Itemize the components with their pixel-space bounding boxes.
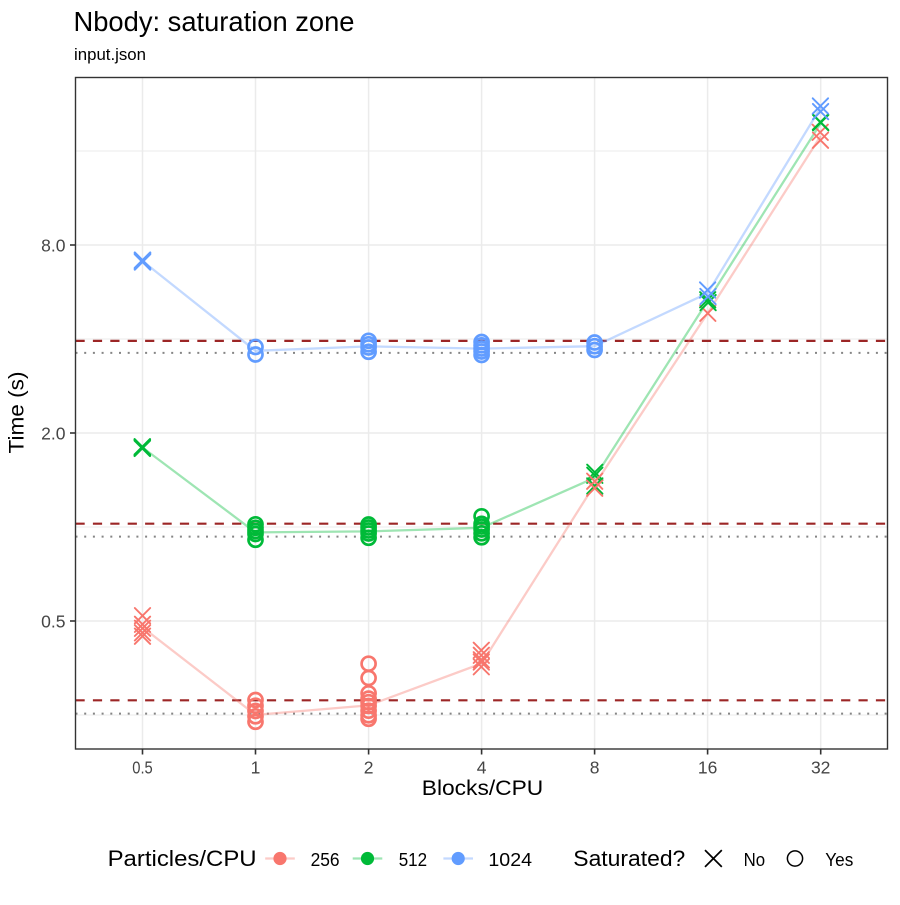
- svg-text:input.json: input.json: [74, 45, 146, 64]
- svg-text:4: 4: [477, 758, 487, 778]
- svg-text:16: 16: [698, 758, 717, 778]
- svg-text:Time (s): Time (s): [6, 372, 29, 454]
- svg-text:512: 512: [399, 850, 427, 870]
- svg-text:0.5: 0.5: [41, 611, 65, 631]
- svg-text:Saturated?: Saturated?: [573, 846, 685, 871]
- svg-text:0.5: 0.5: [132, 758, 153, 778]
- svg-text:Yes: Yes: [825, 850, 853, 870]
- svg-text:Particles/CPU: Particles/CPU: [108, 846, 257, 871]
- svg-text:2: 2: [364, 758, 374, 778]
- svg-text:1024: 1024: [488, 850, 532, 870]
- svg-text:Nbody: saturation zone: Nbody: saturation zone: [74, 6, 355, 37]
- svg-text:32: 32: [811, 758, 830, 778]
- svg-text:2.0: 2.0: [41, 423, 66, 443]
- svg-text:No: No: [744, 850, 766, 870]
- svg-text:8.0: 8.0: [41, 235, 66, 255]
- svg-text:1: 1: [251, 758, 261, 778]
- svg-text:256: 256: [311, 850, 340, 870]
- svg-text:Blocks/CPU: Blocks/CPU: [422, 777, 544, 800]
- svg-text:8: 8: [590, 758, 600, 778]
